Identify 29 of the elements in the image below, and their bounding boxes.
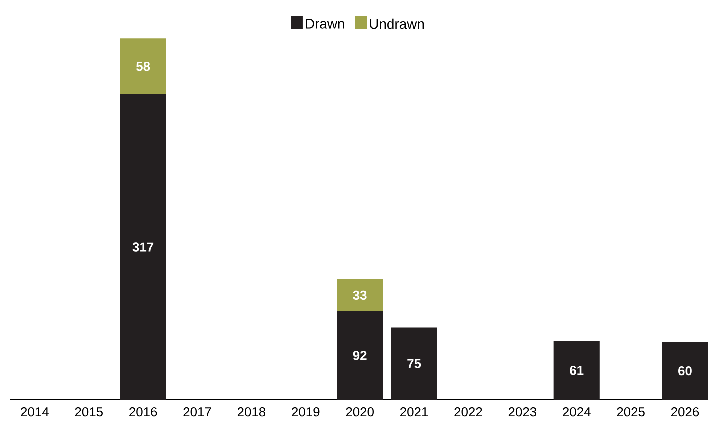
data-label: 60: [678, 366, 692, 376]
data-label: 92: [353, 351, 367, 360]
x-tick-label: 2020: [346, 408, 374, 417]
x-tick-label: 2015: [75, 408, 103, 417]
x-tick-label: 2021: [400, 408, 428, 417]
x-tick-label: 2017: [184, 408, 212, 417]
x-tick-label: 2025: [617, 408, 645, 417]
x-tick-label: 2019: [292, 408, 320, 417]
x-tick-label: 2016: [130, 408, 158, 417]
bar: [120, 94, 166, 400]
x-tick-label: 2014: [21, 408, 49, 417]
data-label: 75: [408, 359, 422, 368]
data-label: 33: [353, 290, 367, 300]
bar: [337, 311, 384, 400]
bar: [391, 328, 438, 400]
bar: [554, 341, 600, 400]
x-tick-label: 2018: [238, 408, 266, 417]
bar: [120, 38, 166, 95]
bar: [662, 342, 708, 400]
x-tick-label: 2022: [454, 408, 482, 417]
data-label: 58: [136, 62, 150, 72]
legend-label: Drawn: [306, 19, 344, 29]
data-label: 61: [570, 366, 584, 376]
x-tick-label: 2023: [508, 408, 537, 417]
x-tick-label: 2026: [672, 408, 700, 417]
legend-label: Undrawn: [370, 18, 424, 30]
x-tick-label: 2024: [563, 408, 591, 417]
bar: [337, 280, 384, 312]
data-label: 317: [132, 242, 154, 252]
